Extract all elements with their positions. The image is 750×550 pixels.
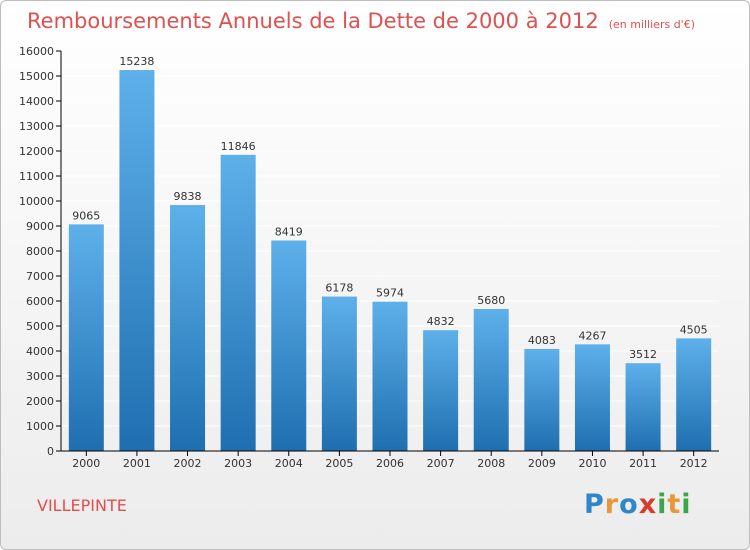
bar-value-label: 4832 <box>427 315 455 328</box>
chart-title: Remboursements Annuels de la Dette de 20… <box>27 9 695 33</box>
x-tick-label: 2003 <box>224 457 252 470</box>
y-tick-label: 8000 <box>26 245 54 258</box>
x-tick-label: 2011 <box>629 457 657 470</box>
bar <box>423 330 459 451</box>
logo-letter: o <box>619 489 639 520</box>
bar <box>676 338 712 451</box>
y-tick-label: 13000 <box>19 120 54 133</box>
y-tick-label: 2000 <box>26 395 54 408</box>
bar <box>524 348 560 451</box>
bar-value-label: 11846 <box>221 140 256 153</box>
y-tick-label: 3000 <box>26 370 54 383</box>
x-tick-label: 2007 <box>427 457 455 470</box>
bar <box>473 309 509 451</box>
y-tick-label: 9000 <box>26 220 54 233</box>
bar <box>220 154 256 451</box>
bar <box>119 70 155 452</box>
y-tick-label: 14000 <box>19 95 54 108</box>
proxiti-logo: Proxiti <box>584 489 692 520</box>
bar <box>625 363 661 451</box>
y-tick-label: 16000 <box>19 45 54 58</box>
bar <box>68 224 104 451</box>
y-tick-label: 10000 <box>19 195 54 208</box>
bar-value-label: 4505 <box>680 323 708 336</box>
bar-value-label: 8419 <box>275 226 303 239</box>
logo-letter: i <box>657 489 668 520</box>
bar-value-label: 6178 <box>325 282 353 295</box>
x-tick-label: 2004 <box>275 457 303 470</box>
y-tick-label: 1000 <box>26 420 54 433</box>
bar-value-label: 5680 <box>477 294 505 307</box>
bar-value-label: 4083 <box>528 334 556 347</box>
chart-title-text: Remboursements Annuels de la Dette de 20… <box>27 9 599 33</box>
logo-letter: r <box>604 489 620 520</box>
bar <box>170 205 206 451</box>
bar-value-label: 9065 <box>72 209 100 222</box>
x-tick-label: 2010 <box>578 457 606 470</box>
bar-value-label: 15238 <box>119 55 154 68</box>
bar-value-label: 9838 <box>174 190 202 203</box>
y-tick-label: 6000 <box>26 295 54 308</box>
y-tick-label: 15000 <box>19 70 54 83</box>
bar <box>321 296 357 451</box>
y-tick-label: 5000 <box>26 320 54 333</box>
x-tick-label: 2002 <box>174 457 202 470</box>
logo-letter: t <box>667 489 682 520</box>
chart-subtitle: (en milliers d'€) <box>608 18 695 31</box>
x-tick-label: 2006 <box>376 457 404 470</box>
y-tick-label: 12000 <box>19 145 54 158</box>
x-tick-label: 2012 <box>680 457 708 470</box>
x-tick-label: 2008 <box>477 457 505 470</box>
city-name: VILLEPINTE <box>37 496 127 515</box>
bar-value-label: 5974 <box>376 287 404 300</box>
bar <box>271 240 307 451</box>
y-tick-label: 4000 <box>26 345 54 358</box>
bar-value-label: 3512 <box>629 348 657 361</box>
bar <box>372 301 408 451</box>
x-tick-label: 2005 <box>325 457 353 470</box>
y-tick-label: 11000 <box>19 170 54 183</box>
logo-letter: x <box>638 489 658 520</box>
x-tick-label: 2000 <box>72 457 100 470</box>
logo-letter: P <box>584 489 605 520</box>
y-tick-label: 7000 <box>26 270 54 283</box>
x-tick-label: 2009 <box>528 457 556 470</box>
x-tick-label: 2001 <box>123 457 151 470</box>
bar-value-label: 4267 <box>578 329 606 342</box>
logo-letter: i <box>681 489 692 520</box>
bar <box>574 344 610 451</box>
y-tick-label: 0 <box>47 445 54 458</box>
